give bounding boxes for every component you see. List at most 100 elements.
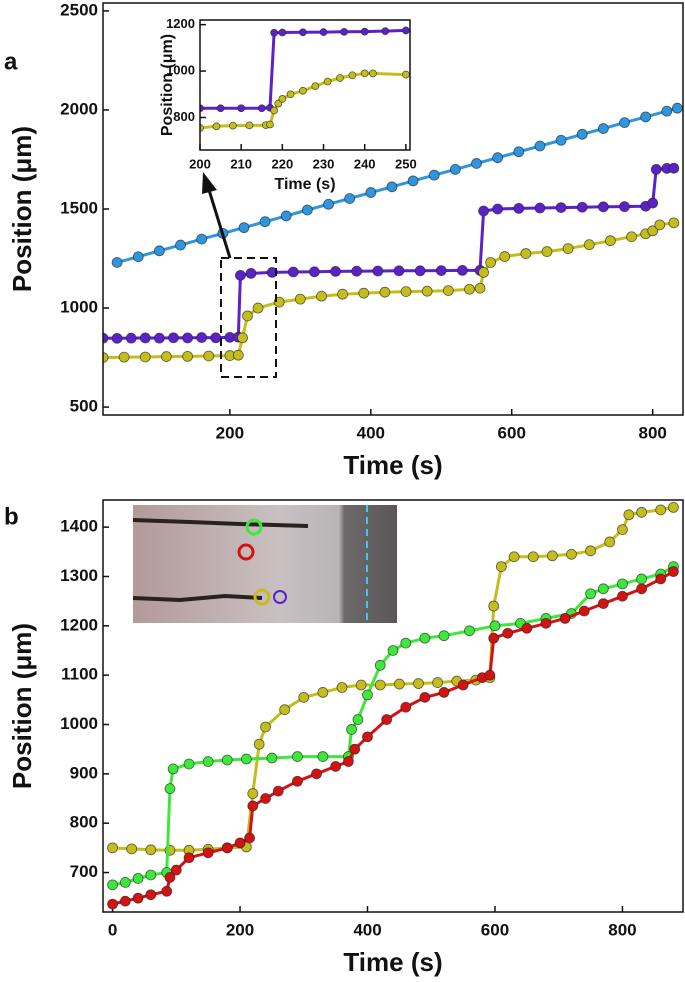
y-tick-label: 1000 [166, 63, 195, 78]
data-point [671, 102, 683, 114]
data-point [164, 783, 176, 795]
y-tick-label: 1300 [60, 566, 98, 585]
y-tick-label: 800 [173, 109, 195, 124]
data-point [414, 265, 426, 277]
y-tick-label: 1000 [60, 714, 98, 733]
data-point [488, 632, 500, 644]
plot-area [103, 102, 683, 363]
data-point [623, 509, 635, 521]
data-point [435, 265, 447, 277]
x-axis-label: Time (s) [274, 176, 335, 193]
data-point [260, 721, 271, 733]
x-tick-label: 200 [226, 920, 254, 939]
data-point [340, 27, 349, 36]
data-point [457, 265, 468, 276]
x-tick-label: 230 [313, 156, 335, 171]
micrograph-inset [132, 505, 397, 623]
data-point [107, 842, 118, 854]
data-point [257, 104, 266, 113]
data-point [119, 895, 131, 907]
data-point [348, 71, 357, 80]
x-tick-label: 800 [608, 920, 636, 939]
data-point [351, 265, 363, 277]
data-point [311, 768, 322, 780]
data-point [419, 691, 431, 703]
data-point [668, 217, 680, 229]
data-point [428, 169, 440, 181]
data-point [126, 843, 138, 855]
data-point [272, 785, 284, 797]
data-point [360, 27, 369, 36]
x-tick-label: 240 [354, 156, 376, 171]
data-point [478, 205, 489, 217]
data-point [488, 600, 500, 612]
data-point [153, 245, 165, 257]
axes-frame [199, 19, 411, 151]
data-point [668, 502, 679, 513]
data-point [111, 332, 123, 344]
data-point [245, 121, 254, 130]
data-point [196, 332, 208, 343]
data-point [168, 332, 179, 344]
data-point [372, 265, 384, 277]
data-point [585, 588, 596, 600]
data-point [379, 286, 391, 298]
x-tick-label: 210 [230, 156, 252, 171]
data-point [221, 754, 233, 766]
data-point [400, 637, 412, 649]
data-point [301, 204, 313, 216]
y-tick-label: 700 [70, 862, 98, 881]
data-point [647, 225, 659, 237]
data-point [655, 504, 667, 516]
data-point [360, 69, 369, 78]
data-point [668, 162, 680, 174]
x-tick-label: 600 [481, 920, 509, 939]
data-point [200, 124, 204, 132]
x-tick-label: 250 [395, 156, 417, 171]
data-point [484, 669, 496, 681]
data-point [266, 266, 278, 278]
data-point [419, 632, 431, 644]
y-tick-label: 900 [70, 763, 98, 782]
x-tick-label: 600 [498, 423, 526, 442]
data-point [170, 864, 182, 876]
data-point [237, 332, 248, 344]
data-point [298, 691, 310, 703]
inset-background [200, 20, 410, 150]
data-point [578, 605, 590, 617]
data-point [247, 800, 259, 812]
data-point [291, 775, 303, 787]
data-point [238, 222, 250, 234]
data-point [617, 578, 628, 590]
data-point [362, 731, 373, 743]
data-point [280, 210, 292, 222]
data-point [145, 844, 157, 856]
data-point [242, 310, 253, 322]
data-point [247, 788, 259, 799]
data-point [449, 163, 461, 175]
data-point [636, 573, 647, 585]
x-tick-label: 800 [639, 423, 667, 442]
data-point [336, 682, 348, 693]
x-axis-label: Time (s) [343, 450, 442, 480]
data-point [508, 551, 520, 563]
zoom-annotation [202, 172, 277, 378]
x-tick-label: 400 [357, 423, 385, 442]
data-point [221, 842, 233, 854]
data-point [562, 243, 574, 255]
series-line [112, 565, 675, 887]
y-tick-label: 2000 [60, 99, 98, 118]
data-point [432, 677, 444, 688]
data-point [330, 761, 342, 772]
y-tick-label: 2500 [60, 0, 98, 19]
data-point [237, 104, 246, 113]
data-point [294, 293, 306, 305]
data-point [235, 269, 246, 281]
data-point [355, 679, 367, 691]
data-point [617, 524, 628, 536]
data-point [464, 283, 475, 295]
data-point [183, 758, 195, 770]
data-point [103, 332, 109, 344]
data-point [576, 128, 588, 140]
